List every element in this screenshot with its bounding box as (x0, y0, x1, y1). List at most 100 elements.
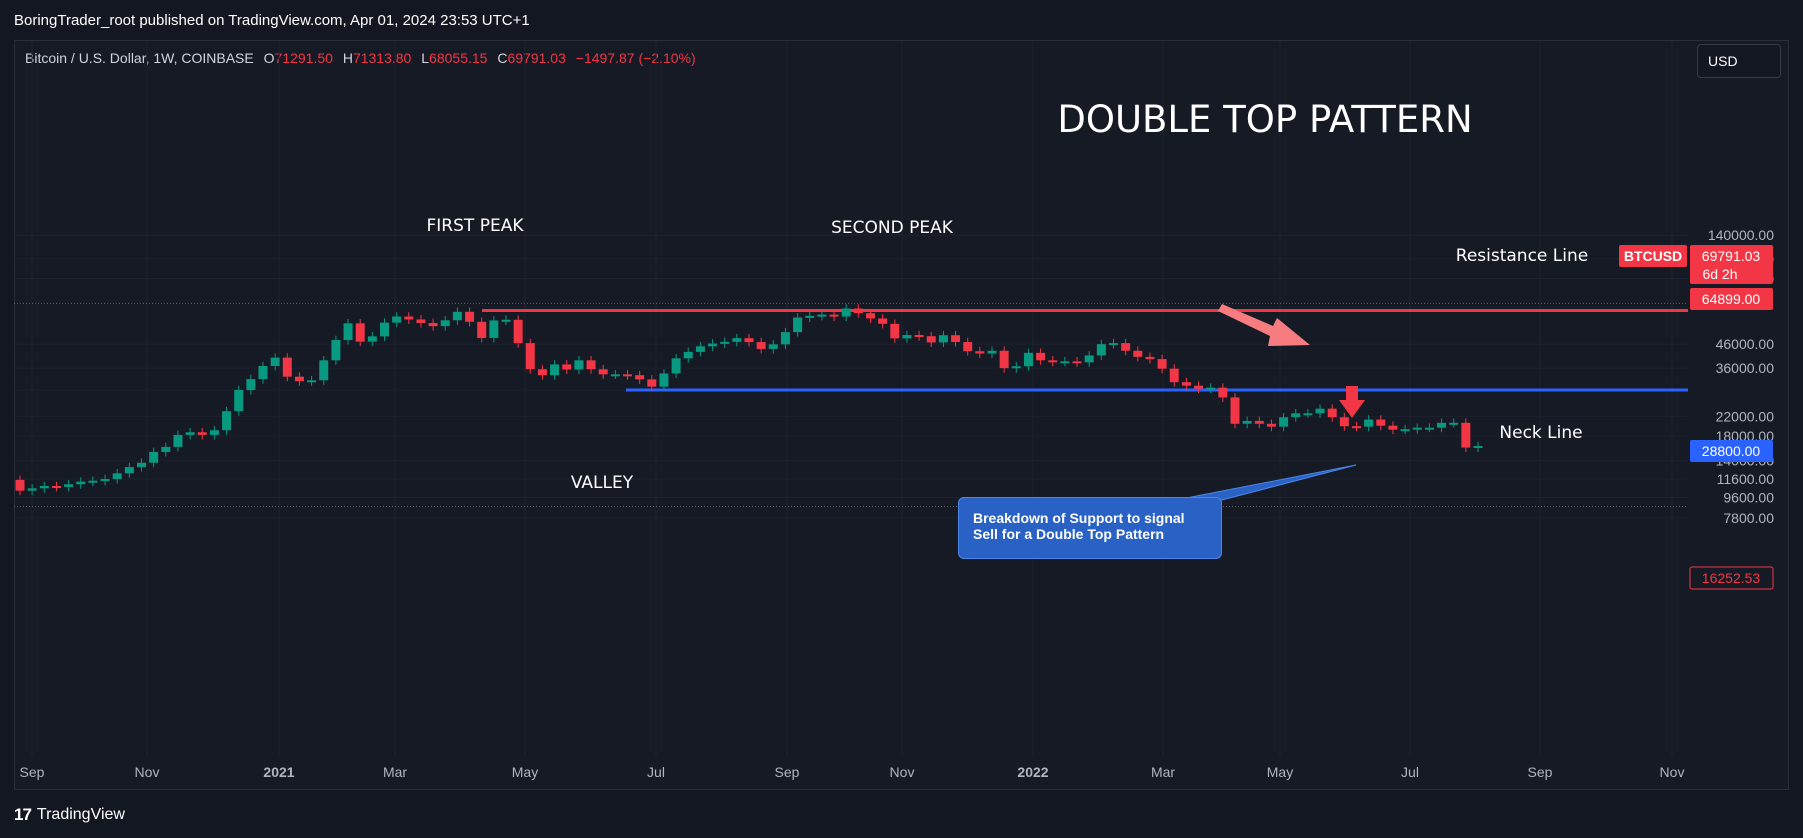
candle-body (501, 319, 511, 322)
candle-body (562, 364, 572, 370)
x-tick-label: Nov (1660, 764, 1685, 780)
candle-body (319, 360, 329, 381)
candle-body (1096, 344, 1106, 356)
candle-body (51, 486, 61, 489)
candle-body (829, 314, 839, 317)
candle-body (598, 369, 608, 375)
candle-body (404, 316, 414, 320)
x-tick-label: Mar (1151, 764, 1175, 780)
tradingview-logo-icon: 17 (14, 805, 32, 824)
candle-body (853, 308, 863, 314)
candle-body (805, 315, 815, 318)
candle-body (914, 335, 924, 338)
candle-body (938, 335, 948, 343)
callout-line-2: Sell for a Double Top Pattern (973, 526, 1165, 542)
candle-body (671, 358, 681, 374)
callout-line-1: Breakdown of Support to signal (973, 510, 1185, 526)
candle-body (756, 342, 766, 349)
candle-body (1327, 408, 1337, 418)
candle-body (1242, 420, 1252, 424)
candle-body (1230, 397, 1240, 424)
candle-body (1145, 356, 1155, 360)
close-value: 69791.03 (507, 50, 566, 66)
candle-body (841, 308, 851, 317)
candle-body (1437, 422, 1447, 428)
y-tick-label: 11600.00 (1717, 471, 1775, 487)
candle-body (1023, 352, 1033, 367)
candle-body (27, 488, 37, 491)
candle-body (793, 317, 803, 333)
countdown-tag: 6d 2h (1702, 266, 1737, 282)
candle-body (1364, 419, 1374, 427)
grid-lines (14, 41, 1688, 755)
candle-body (720, 341, 730, 344)
footer-brand[interactable]: 17 TradingView (14, 805, 125, 825)
candle-body (137, 462, 146, 468)
candle-body (15, 479, 25, 491)
candle-body (1388, 425, 1398, 430)
candle-body (963, 342, 973, 352)
candle-body (173, 434, 183, 447)
candle-body (234, 390, 244, 412)
candle-body (270, 357, 280, 367)
ticker-tag: BTCUSD (1624, 248, 1682, 264)
candle-body (647, 379, 657, 387)
candle-body (465, 311, 475, 322)
candle-body (39, 486, 49, 489)
candle-body (1084, 355, 1094, 363)
candle-body (574, 360, 584, 370)
candle-body (1169, 368, 1179, 383)
candle-body (258, 366, 268, 380)
candle-body (1036, 352, 1046, 361)
x-tick-label: Jul (647, 764, 665, 780)
candle-body (1449, 422, 1459, 425)
resistance-price-tag: 64899.00 (1702, 291, 1761, 307)
candle-body (1400, 429, 1410, 432)
close-label: C (497, 50, 508, 66)
resistance-label: Resistance Line (1456, 246, 1588, 266)
publisher-info: BoringTrader_root published on TradingVi… (14, 12, 530, 29)
candle-body (1011, 366, 1021, 369)
candle-body (1315, 408, 1325, 414)
candle-body (282, 357, 292, 377)
candle-body (586, 360, 596, 370)
symbol-name[interactable]: Bitcoin / U.S. Dollar, 1W, COINBASE (25, 50, 254, 66)
candle-body (1121, 343, 1131, 351)
candle-body (209, 430, 219, 435)
candle-body (1376, 419, 1386, 426)
candle-body (1157, 359, 1167, 369)
low-value: 68055.15 (429, 50, 488, 66)
candle-body (1254, 420, 1264, 424)
candles (15, 304, 1483, 496)
candle-body (975, 351, 985, 354)
y-tick-label: 140000.00 (1708, 227, 1774, 243)
candle-body (513, 319, 523, 344)
x-tick-label: Mar (383, 764, 407, 780)
first-peak-label: FIRST PEAK (427, 216, 525, 236)
breakdown-callout: Breakdown of Support to signal Sell for … (958, 497, 1222, 559)
y-tick-label: 22000.00 (1716, 408, 1775, 424)
candle-body (440, 320, 450, 327)
candle-body (1303, 413, 1313, 416)
candle-body (623, 374, 632, 377)
candle-body (1279, 417, 1289, 427)
candle-body (951, 335, 961, 343)
x-tick-label: May (1267, 764, 1293, 780)
candle-body (1109, 343, 1118, 346)
candle-body (112, 473, 122, 480)
candle-body (610, 374, 620, 377)
header-bar: BoringTrader_root published on TradingVi… (0, 0, 1803, 40)
candle-body (999, 350, 1009, 369)
candle-body (392, 316, 402, 323)
sell-arrow-icon (1339, 386, 1365, 418)
candle-body (222, 411, 232, 431)
candle-body (780, 332, 790, 345)
candle-body (525, 343, 535, 370)
candle-body (1048, 360, 1058, 363)
current-price-tag: 16252.53 (1702, 570, 1761, 586)
x-tick-label: Nov (890, 764, 915, 780)
candle-body (331, 339, 341, 361)
currency-button[interactable]: USD (1697, 44, 1781, 78)
candle-body (866, 313, 875, 319)
